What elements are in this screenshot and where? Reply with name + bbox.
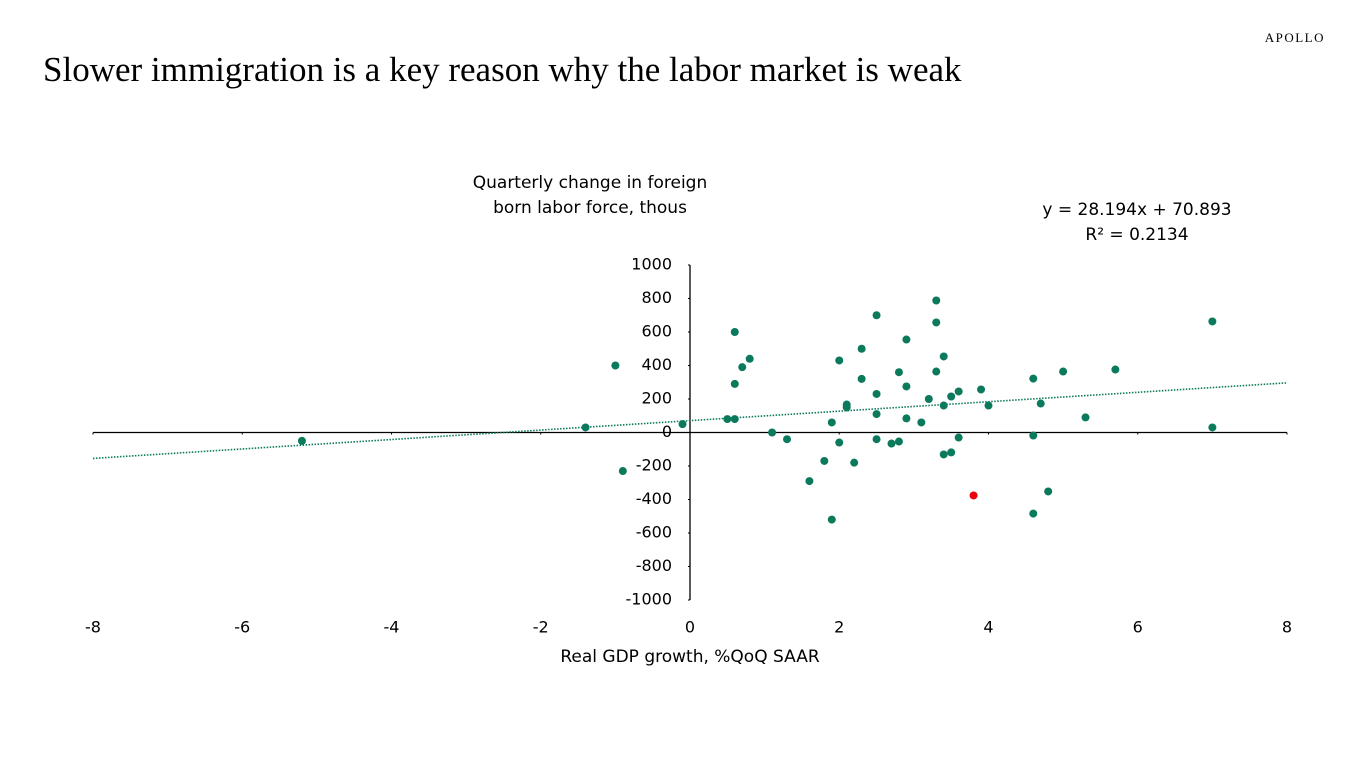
point	[738, 363, 747, 372]
y-tick-label: 1000	[631, 255, 672, 274]
x-tick-label: 6	[1133, 618, 1143, 637]
point	[939, 401, 948, 410]
point	[872, 389, 881, 398]
point	[297, 436, 306, 445]
x-tick-label: -6	[234, 618, 250, 637]
trend-equation: y = 28.194x + 70.893	[1042, 200, 1231, 220]
point	[611, 361, 620, 370]
y-axis-label: Quarterly change in foreign	[473, 173, 707, 193]
point	[850, 458, 859, 467]
y-tick-label: 800	[641, 288, 672, 307]
brand: APOLLO	[1265, 30, 1325, 45]
x-tick-label: -8	[85, 618, 101, 637]
x-tick-label: 8	[1282, 618, 1292, 637]
point	[805, 477, 814, 486]
y-tick-label: 400	[641, 355, 672, 374]
point	[872, 410, 881, 419]
y-tick-label: 200	[641, 389, 672, 408]
point	[730, 379, 739, 388]
y-axis-label: born labor force, thous	[493, 198, 687, 218]
point	[857, 374, 866, 383]
point	[947, 448, 956, 457]
point	[857, 344, 866, 353]
title: Slower immigration is a key reason why t…	[43, 50, 962, 89]
x-tick-label: 0	[685, 618, 695, 637]
y-tick-label: 0	[662, 422, 672, 441]
y-tick-label: -600	[636, 523, 672, 542]
point	[954, 387, 963, 396]
point	[917, 418, 926, 427]
point	[947, 392, 956, 401]
point	[1029, 509, 1038, 518]
point	[932, 318, 941, 327]
point	[783, 435, 792, 444]
point	[745, 354, 754, 363]
x-tick-label: -4	[384, 618, 400, 637]
y-tick-label: -1000	[626, 590, 673, 609]
point	[984, 401, 993, 410]
point	[768, 428, 777, 437]
point	[827, 515, 836, 524]
point	[1111, 365, 1120, 374]
trendline	[92, 382, 1288, 460]
point	[872, 311, 881, 320]
point	[939, 450, 948, 459]
y-tick-label: -800	[636, 556, 672, 575]
point	[1036, 399, 1045, 408]
point	[954, 433, 963, 442]
point	[723, 415, 732, 424]
point	[872, 435, 881, 444]
point	[618, 467, 627, 476]
point	[887, 439, 896, 448]
point	[902, 335, 911, 344]
point	[939, 352, 948, 361]
x-tick-label: -2	[533, 618, 549, 637]
y-tick-label: -200	[636, 456, 672, 475]
point	[1044, 487, 1053, 496]
x-tick-label: 2	[834, 618, 844, 637]
point	[1029, 374, 1038, 383]
point	[1208, 317, 1217, 326]
point	[924, 395, 933, 403]
point	[827, 418, 836, 427]
point	[902, 382, 911, 391]
point	[1208, 423, 1217, 432]
point	[730, 328, 739, 336]
point	[902, 414, 911, 423]
point	[1081, 413, 1090, 422]
point	[581, 423, 590, 432]
point	[678, 420, 687, 429]
point	[820, 456, 829, 465]
point	[842, 403, 851, 412]
point	[1029, 431, 1038, 440]
r-squared: R² = 0.2134	[1085, 225, 1188, 245]
point	[835, 356, 844, 365]
point	[1059, 367, 1068, 376]
point	[932, 296, 941, 305]
point	[977, 385, 986, 394]
point	[835, 438, 844, 447]
point	[894, 368, 903, 377]
x-axis-label: Real GDP growth, %QoQ SAAR	[560, 647, 819, 667]
y-tick-label: 600	[641, 322, 672, 341]
x-tick-label: 4	[983, 618, 993, 637]
y-tick-label: -400	[636, 489, 672, 508]
point	[730, 415, 739, 424]
point	[932, 367, 941, 376]
point	[969, 491, 978, 500]
point	[894, 437, 903, 446]
